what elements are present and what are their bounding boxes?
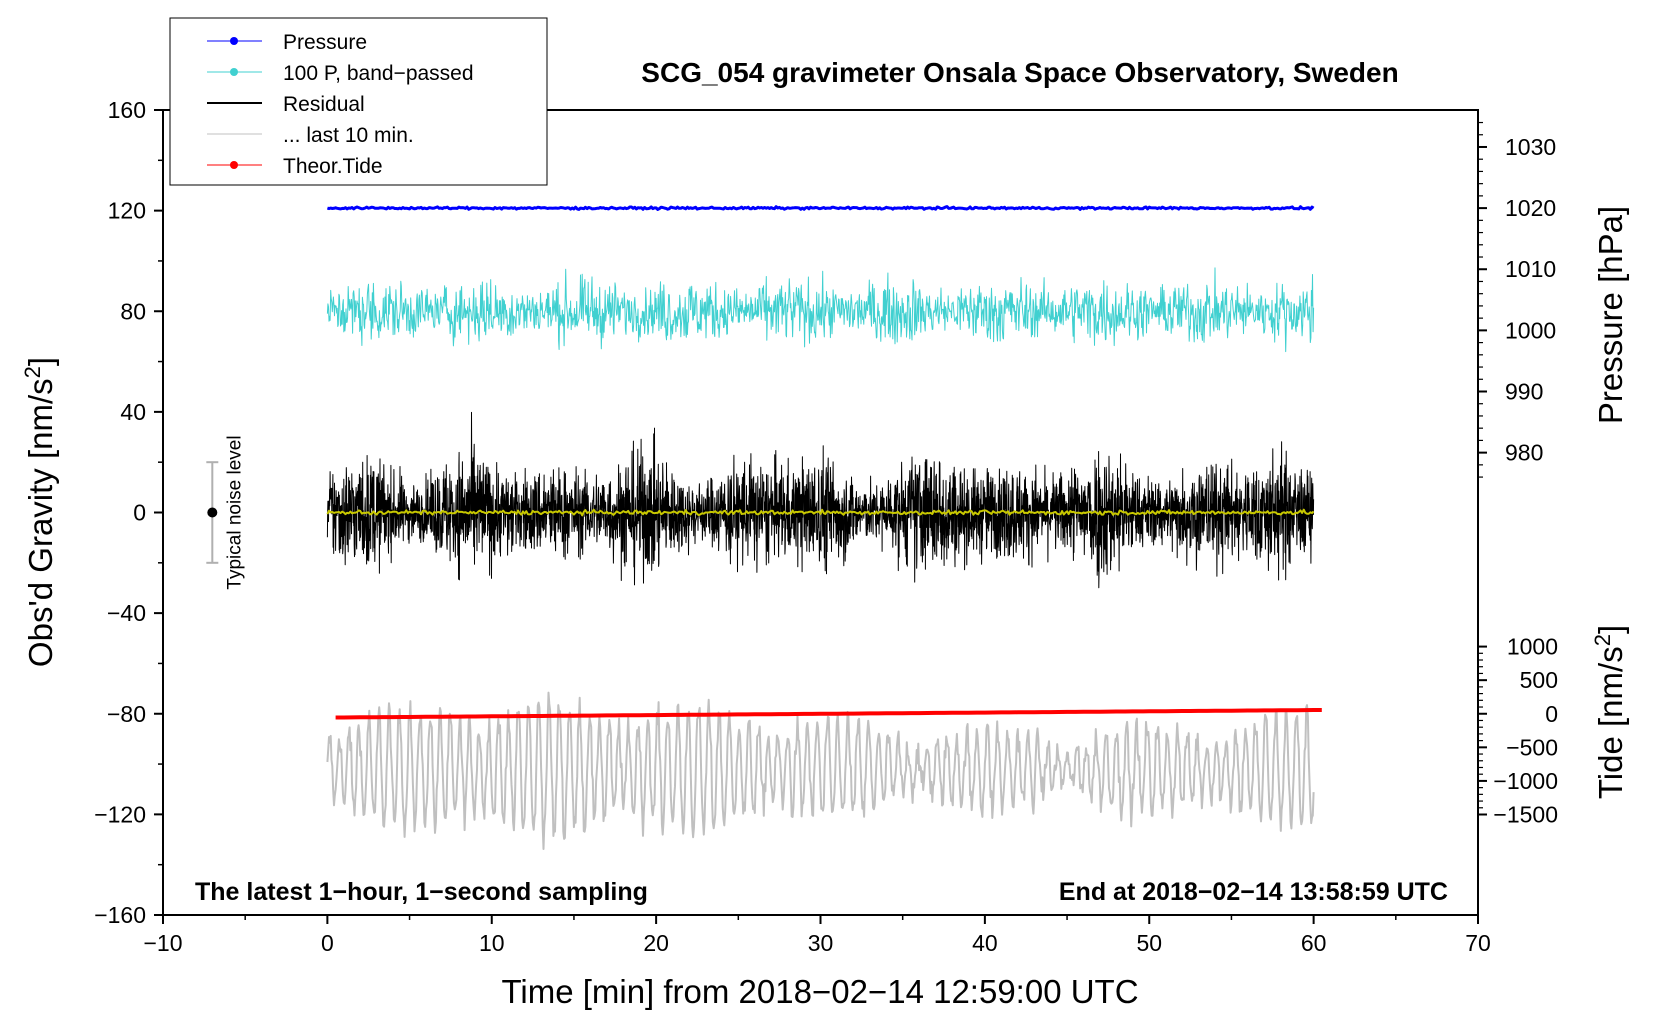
y-tick-label: 0 — [133, 500, 146, 526]
x-tick-label: 40 — [972, 930, 998, 956]
x-tick-label: 20 — [643, 930, 669, 956]
legend: Pressure 100 P, band−passed Residual ... la… — [169, 17, 548, 186]
pressure-tick-label: 1000 — [1505, 317, 1556, 343]
series-theor-tide — [335, 708, 1322, 720]
y-axis-left: −160 −120 −80 −40 0 40 80 120 160 — [94, 97, 163, 928]
tide-axis-title-tail: ] — [1592, 625, 1629, 634]
legend-marker — [230, 161, 238, 169]
legend-label: ... last 10 min. — [283, 124, 414, 147]
series-residual — [326, 411, 1315, 589]
legend-items: Pressure 100 P, band−passed Residual ... la… — [207, 31, 474, 178]
tide-tick-label: −1500 — [1493, 802, 1558, 828]
chart-title: SCG_054 gravimeter Onsala Space Observat… — [641, 57, 1398, 88]
y-axis-tide: −1500 −1000 −500 0 500 1000 — [1478, 634, 1558, 828]
tide-tick-label: 0 — [1545, 701, 1558, 727]
tide-tick-label: −500 — [1506, 734, 1558, 760]
x-tick-label: 60 — [1301, 930, 1327, 956]
x-tick-label: 30 — [808, 930, 834, 956]
series-residual-smoothed — [326, 508, 1315, 517]
pressure-tick-label: 1020 — [1505, 195, 1556, 221]
tide-axis-title: Tide [nm/s2] — [1590, 625, 1629, 799]
tide-tick-label: 500 — [1520, 667, 1558, 693]
series-pressure — [326, 205, 1315, 211]
series-last-10-min — [326, 691, 1315, 850]
tide-tick-label: −1000 — [1493, 768, 1558, 794]
y-axis-title-main: Obs'd Gravity [nm/s — [22, 378, 59, 667]
footer-right: End at 2018−02−14 13:58:59 UTC — [1059, 878, 1448, 906]
x-tick-label: 10 — [479, 930, 505, 956]
y-tick-label: 120 — [108, 198, 146, 224]
x-tick-label: −10 — [143, 930, 182, 956]
noise-level-indicator: Typical noise level — [206, 435, 245, 590]
pressure-tick-label: 1010 — [1505, 256, 1556, 282]
noise-level-label: Typical noise level — [224, 435, 245, 589]
y-tick-label: −120 — [94, 801, 146, 827]
series-pressure-bandpassed — [326, 267, 1315, 353]
y-axis-title-sup: 2 — [20, 366, 45, 378]
series-group — [326, 205, 1322, 850]
legend-label: 100 P, band−passed — [283, 62, 474, 85]
legend-box — [169, 17, 548, 186]
y-axis-title: Obs'd Gravity [nm/s2] — [20, 357, 59, 667]
footer-left: The latest 1−hour, 1−second sampling — [195, 878, 648, 906]
y-tick-label: 80 — [120, 298, 146, 324]
y-tick-label: −80 — [107, 701, 146, 727]
tide-axis-title-sup: 2 — [1590, 634, 1615, 646]
x-axis: −10 0 10 20 30 40 50 60 70 — [143, 915, 1491, 956]
pressure-tick-label: 1030 — [1505, 134, 1556, 160]
x-tick-label: 50 — [1136, 930, 1162, 956]
legend-label: Pressure — [283, 31, 367, 54]
legend-label: Residual — [283, 93, 365, 116]
x-axis-title: Time [min] from 2018−02−14 12:59:00 UTC — [501, 973, 1138, 1010]
pressure-tick-label: 980 — [1505, 440, 1543, 466]
x-tick-label: 0 — [321, 930, 334, 956]
pressure-tick-label: 990 — [1505, 378, 1543, 404]
y-axis-pressure: 980 990 1000 1010 1020 1030 — [1478, 121, 1556, 478]
y-tick-label: 40 — [120, 399, 146, 425]
y-tick-label: 160 — [108, 97, 146, 123]
tide-tick-label: 1000 — [1507, 634, 1558, 660]
legend-marker — [230, 37, 238, 45]
tide-axis-title-main: Tide [nm/s — [1592, 646, 1629, 799]
noise-level-dot — [207, 507, 218, 518]
y-tick-label: −160 — [94, 902, 146, 928]
legend-label: Theor.Tide — [283, 155, 383, 178]
y-tick-label: −40 — [107, 600, 146, 626]
legend-marker — [230, 68, 238, 76]
y-axis-title-tail: ] — [22, 357, 59, 366]
x-tick-label: 70 — [1465, 930, 1491, 956]
pressure-axis-title: Pressure [hPa] — [1592, 206, 1629, 424]
